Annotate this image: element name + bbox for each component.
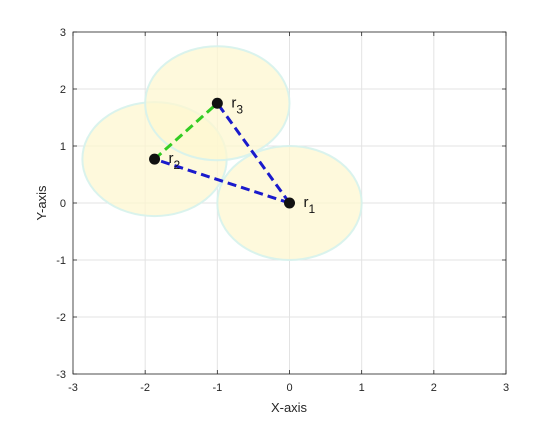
- x-tick-label: 2: [431, 382, 437, 394]
- x-tick-label: 3: [503, 382, 509, 394]
- link-r2-r3: [153, 102, 219, 161]
- point-label-r1: r1: [304, 194, 316, 216]
- link-r1-r2: [154, 157, 290, 205]
- point-r3: [211, 97, 223, 109]
- point-r1: [284, 197, 295, 209]
- point-label-r2: r2: [169, 150, 181, 172]
- axes: [72, 31, 507, 375]
- y-tick-label: 1: [60, 141, 66, 153]
- tick-labels: -3 -2 -1 0 1 2 3 -3 -2 -1 0 1 2 3: [56, 27, 509, 394]
- coverage-areas: [81, 45, 363, 261]
- link-r1-r3: [216, 102, 291, 204]
- y-tick-label: -1: [56, 255, 66, 267]
- y-tick-label: 3: [60, 27, 66, 39]
- y-tick-label: -2: [56, 312, 66, 324]
- x-tick-label: -2: [140, 382, 150, 394]
- y-tick-label: 2: [60, 84, 66, 96]
- x-tick-label: -3: [68, 382, 78, 394]
- robot-points: r1 r2 r3: [149, 94, 316, 216]
- point-label-r3: r3: [231, 94, 243, 116]
- x-tick-label: -1: [212, 382, 222, 394]
- x-tick-label: 0: [286, 382, 292, 394]
- y-axis-label: Y-axis: [34, 185, 49, 220]
- link-lines: [153, 102, 291, 205]
- y-tick-label: 0: [60, 198, 66, 210]
- point-r2: [149, 153, 161, 165]
- y-tick-label: -3: [56, 369, 66, 381]
- x-tick-label: 1: [359, 382, 365, 394]
- x-axis-label: X-axis: [271, 400, 308, 415]
